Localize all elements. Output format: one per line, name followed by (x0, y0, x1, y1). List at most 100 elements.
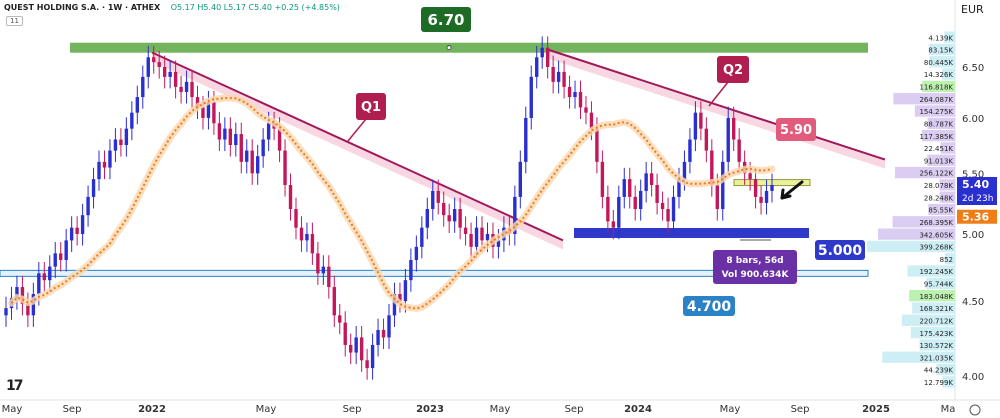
candle (173, 71, 178, 87)
x-tick-label: May (2, 404, 23, 415)
volume-profile-label: 321.035K (919, 354, 953, 362)
candle (611, 221, 616, 228)
volume-profile-label: 220.712K (919, 317, 953, 325)
volume-profile-label: 175.423K (919, 330, 953, 338)
candle (212, 102, 216, 124)
candle (152, 57, 156, 63)
x-tick-label: Sep (343, 404, 362, 415)
candle (442, 202, 446, 216)
candle (414, 246, 419, 260)
candle (266, 123, 271, 140)
y-tick-label: 6.00 (962, 114, 984, 125)
price-tag-current-box (957, 176, 997, 205)
x-tick-label: May (256, 404, 277, 415)
volume-profile-label: 12.799K (924, 379, 953, 387)
price-tag-ma-box (957, 209, 997, 224)
candle (474, 227, 479, 247)
candle (42, 273, 46, 281)
candle (671, 196, 676, 222)
candle (759, 196, 763, 203)
support-4700-label: 4.700 (687, 299, 732, 315)
volume-profile-bar (912, 302, 955, 314)
settings-gear-icon (969, 404, 981, 416)
volume-profile-label: 852 (940, 256, 953, 264)
candle (321, 266, 326, 274)
candle (141, 76, 145, 98)
price-tag-current: 5.40 (962, 178, 989, 191)
volume-profile-label: 95.744K (924, 281, 953, 289)
range-info-volume: Vol 900.634K (722, 270, 790, 280)
candle (53, 253, 57, 267)
candle (250, 150, 254, 174)
volume-profile-label: 80.445K (924, 59, 953, 67)
support-line-4700 (0, 269, 869, 277)
candle (524, 117, 528, 162)
volume-profile-bar (882, 351, 955, 363)
candle (80, 215, 85, 234)
candle (135, 97, 140, 113)
candle (370, 344, 375, 369)
candle (699, 112, 703, 129)
candle (91, 179, 96, 197)
volume-profile-bar (892, 216, 955, 228)
candle (376, 329, 380, 345)
volume-profile-label: 91.013K (924, 157, 953, 165)
candle (75, 227, 79, 234)
candle (545, 47, 550, 67)
ohlc-readout: O5.17 H5.40 L5.17 C5.40 +0.25 (+4.85%) (170, 3, 340, 12)
volume-profile-bar (919, 339, 955, 351)
volume-profile-bar (942, 376, 955, 388)
volume-profile-bar (914, 105, 955, 117)
candle (600, 161, 605, 197)
candle (37, 273, 41, 295)
green-zone-anchor (446, 45, 452, 51)
candle (431, 190, 435, 210)
chart-title: QUEST HOLDING S.A. · 1W · ATHEX (4, 3, 161, 12)
plot-area (0, 0, 955, 400)
volume-profile-label: 256.122K (919, 170, 953, 178)
volume-profile-label: 116.818K (919, 84, 953, 92)
price-tag-countdown: 2d 23h (962, 194, 993, 204)
candle (168, 71, 172, 77)
x-tick-label: 2024 (624, 404, 652, 415)
candle (190, 81, 194, 98)
green-zone-label-box (421, 7, 471, 32)
candle (349, 344, 353, 353)
volume-profile-bar (928, 203, 955, 216)
volume-profile-label: 88.787K (924, 120, 953, 128)
volume-profile-label: 130.572K (919, 342, 953, 350)
volume-profile-bar (944, 253, 955, 265)
candle (108, 150, 112, 168)
candle (359, 337, 364, 361)
candle (354, 337, 358, 353)
y-tick-label: 4.50 (962, 297, 984, 308)
volume-profile-bar (867, 240, 955, 253)
candle (69, 227, 74, 241)
range-info-box (713, 250, 797, 284)
volume-profile-label: 264.087K (919, 96, 953, 104)
volume-profile-label: 192.245K (919, 268, 953, 276)
volume-profile-bar (936, 363, 955, 376)
candle (26, 303, 30, 316)
candle (622, 179, 626, 197)
volume-profile-bar (910, 326, 955, 339)
candle (567, 86, 572, 98)
x-tick-label: Sep (791, 404, 810, 415)
candle (157, 62, 161, 67)
green-zone-label: 6.70 (427, 11, 464, 29)
volume-profile-bar (922, 129, 955, 142)
currency-label[interactable]: EUR (961, 3, 984, 16)
candle (365, 360, 369, 369)
volume-profile-label: 183.048K (919, 293, 953, 301)
candle (496, 240, 501, 247)
volume-profile-bar (922, 80, 955, 93)
candle (463, 227, 468, 234)
volume-profile-bar (928, 43, 955, 56)
candle (628, 179, 632, 197)
indicator-count-badge[interactable]: 11 (6, 16, 23, 26)
volume-profile-bar (942, 68, 955, 80)
candle (452, 209, 457, 222)
candle (556, 71, 561, 82)
candle (420, 227, 424, 247)
candle (732, 117, 736, 140)
